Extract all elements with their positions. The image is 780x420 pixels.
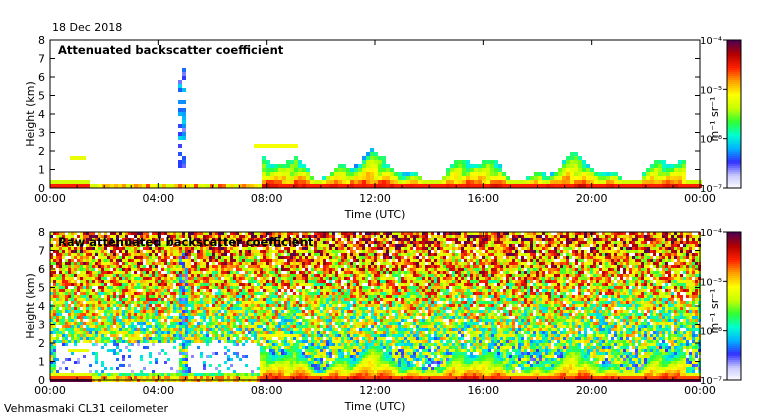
- y-tick-label: 7: [38, 245, 45, 258]
- x-axis-label: Time (UTC): [344, 208, 406, 221]
- colorbar-tick-label: 10⁻⁷: [700, 184, 722, 195]
- colorbar-tick-label: 10⁻⁵: [700, 85, 722, 96]
- x-tick-label: 08:00: [251, 192, 283, 205]
- y-tick-label: 4: [38, 300, 45, 313]
- y-tick-label: 7: [38, 53, 45, 66]
- chart-title: Attenuated backscatter coefficient: [58, 43, 284, 57]
- x-tick-label: 00:00: [34, 192, 66, 205]
- x-tick-label: 00:00: [684, 192, 716, 205]
- chart-title: Raw attenuated backscatter coefficient: [58, 235, 314, 249]
- colorbar: [727, 232, 741, 381]
- x-tick-label: 08:00: [251, 384, 283, 397]
- colorbar-label: m⁻¹ sr⁻¹: [708, 289, 721, 334]
- heatmap-cells: [50, 232, 701, 382]
- colorbar-tick-label: 10⁻⁴: [700, 36, 722, 47]
- x-tick-label: 00:00: [34, 384, 66, 397]
- y-tick-label: 2: [38, 337, 45, 350]
- colorbar-frame: [726, 39, 742, 189]
- y-tick-label: 3: [38, 319, 45, 332]
- date-label: 18 Dec 2018: [52, 21, 123, 34]
- x-tick-label: 00:00: [684, 384, 716, 397]
- colorbar-tick-label: 10⁻⁴: [700, 228, 722, 239]
- y-tick-label: 8: [38, 34, 45, 47]
- y-tick-label: 1: [38, 164, 45, 177]
- x-tick-label: 12:00: [359, 192, 391, 205]
- y-tick-label: 3: [38, 127, 45, 140]
- x-tick-label: 20:00: [576, 192, 608, 205]
- y-tick-label: 5: [38, 90, 45, 103]
- chart-raw-attenuated-backscatter: Raw attenuated backscatter coefficient 0 1…: [24, 226, 742, 413]
- y-axis-label: Height (km): [24, 273, 37, 339]
- x-tick-label: 12:00: [359, 384, 391, 397]
- colorbar-tick-label: 10⁻⁷: [700, 376, 722, 387]
- y-tick-label: 2: [38, 145, 45, 158]
- y-axis-label: Height (km): [24, 81, 37, 147]
- heatmap-cells: [50, 68, 702, 188]
- y-tick-label: 6: [38, 71, 45, 84]
- colorbar-label: m⁻¹ sr⁻¹: [708, 97, 721, 142]
- y-tick-label: 4: [38, 108, 45, 121]
- y-tick-label: 5: [38, 282, 45, 295]
- instrument-label: Vehmasmaki CL31 ceilometer: [4, 402, 169, 415]
- x-tick-label: 04:00: [142, 192, 174, 205]
- colorbar-tick-label: 10⁻⁵: [700, 277, 722, 288]
- y-tick-label: 8: [38, 226, 45, 239]
- x-axis-label: Time (UTC): [344, 400, 406, 413]
- x-tick-label: 04:00: [142, 384, 174, 397]
- y-tick-label: 1: [38, 356, 45, 369]
- x-tick-label: 20:00: [576, 384, 608, 397]
- chart-attenuated-backscatter: Attenuated backscatter coefficient 0 1 2 3 4 5…: [24, 34, 742, 221]
- y-tick-label: 0: [38, 182, 45, 195]
- x-tick-label: 16:00: [467, 192, 499, 205]
- colorbar: [727, 40, 741, 189]
- y-tick-label: 6: [38, 263, 45, 276]
- x-tick-label: 16:00: [467, 384, 499, 397]
- y-tick-label: 0: [38, 374, 45, 387]
- colorbar-tick-label: 10⁻⁶: [700, 327, 722, 338]
- colorbar-frame: [726, 231, 742, 381]
- colorbar-tick-label: 10⁻⁶: [700, 135, 722, 146]
